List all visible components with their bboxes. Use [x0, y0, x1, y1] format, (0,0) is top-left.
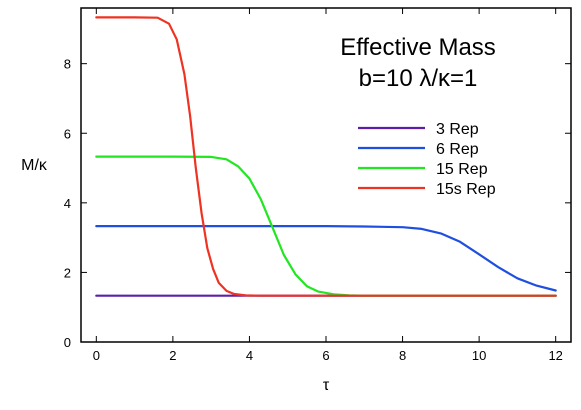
- y-tick-label: 6: [64, 126, 71, 141]
- legend-label-4: 15s Rep: [436, 181, 496, 198]
- series-line-2: [95, 225, 557, 292]
- y-axis-label: M/κ: [21, 157, 48, 174]
- x-tick-label: 2: [169, 348, 176, 363]
- chart-subtitle: b=10 λ/κ=1: [359, 65, 478, 92]
- x-tick-label: 10: [472, 348, 486, 363]
- legend-label-3: 15 Rep: [436, 161, 488, 178]
- legend-label-1: 3 Rep: [436, 121, 479, 138]
- x-tick-label: 8: [399, 348, 406, 363]
- series-lines: [95, 16, 557, 297]
- x-tick-label: 12: [548, 348, 562, 363]
- axis-ticks: 0 2 4 6 8 10 12 0 2 4 6 8: [64, 8, 571, 363]
- series-line-4: [95, 16, 557, 297]
- x-axis-label: τ: [323, 377, 330, 394]
- y-tick-label: 0: [64, 335, 71, 350]
- y-tick-label: 2: [64, 265, 71, 280]
- x-tick-label: 4: [246, 348, 253, 363]
- x-tick-label: 0: [93, 348, 100, 363]
- legend-label-2: 6 Rep: [436, 141, 479, 158]
- chart-title: Effective Mass: [340, 34, 496, 61]
- x-tick-label: 6: [322, 348, 329, 363]
- y-tick-label: 4: [64, 196, 71, 211]
- legend: 3 Rep 6 Rep 15 Rep 15s Rep: [358, 121, 496, 198]
- y-tick-label: 8: [64, 57, 71, 72]
